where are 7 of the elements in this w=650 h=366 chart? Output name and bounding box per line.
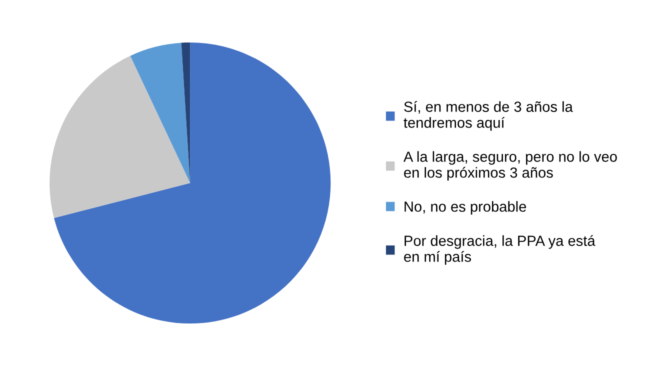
legend-label: No, no es probable	[404, 201, 526, 215]
legend-label: Por desgracia, la PPA ya está en mí país	[404, 235, 596, 265]
pie-slice	[50, 56, 190, 218]
legend-label: A la larga, seguro, pero no lo veo en los próximos 3 años	[403, 151, 617, 181]
pie-slice	[54, 42, 331, 324]
pie-slice	[130, 42, 190, 183]
legend-label: Sí, en menos de 3 años la tendremos aquí	[404, 101, 573, 131]
